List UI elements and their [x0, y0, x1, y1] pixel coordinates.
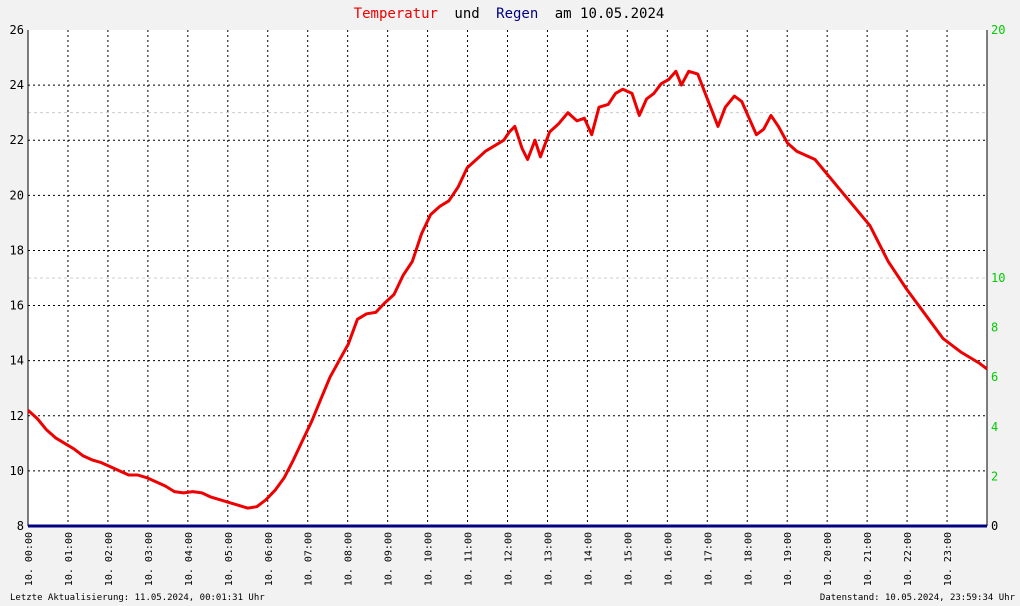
- data-status-text: Datenstand: 10.05.2024, 23:59:34 Uhr: [820, 593, 1016, 603]
- x-tick-label: 10. 12:00: [504, 532, 515, 586]
- x-tick-label: 10. 22:00: [903, 532, 914, 586]
- last-update-text: Letzte Aktualisierung: 11.05.2024, 00:01…: [10, 593, 265, 603]
- x-tick-label: 10. 06:00: [264, 532, 275, 586]
- left-tick-label: 22: [10, 133, 24, 147]
- x-tick-label: 10. 03:00: [144, 532, 155, 586]
- right-tick-label: 20: [991, 23, 1005, 37]
- x-tick-label: 10. 05:00: [224, 532, 235, 586]
- x-tick-label: 10. 20:00: [823, 532, 834, 586]
- chart-title: Temperatur und Regen am 10.05.2024: [354, 6, 665, 22]
- left-tick-label: 18: [10, 243, 24, 257]
- x-tick-label: 10. 15:00: [623, 532, 634, 586]
- right-tick-label: 0: [991, 519, 998, 533]
- x-tick-label: 10. 02:00: [104, 532, 115, 586]
- grid: [28, 30, 987, 526]
- x-tick-label: 10. 14:00: [583, 532, 594, 586]
- left-tick-label: 10: [10, 464, 24, 478]
- right-tick-label: 4: [991, 420, 998, 434]
- x-tick-label: 10. 18:00: [743, 532, 754, 586]
- temperature-series-line: [27, 69, 988, 510]
- x-tick-label: 10. 10:00: [424, 532, 435, 586]
- left-tick-label: 14: [10, 354, 24, 368]
- right-tick-label: 2: [991, 469, 998, 483]
- title-und: und: [454, 6, 479, 22]
- x-tick-label: 10. 19:00: [783, 532, 794, 586]
- left-tick-label: 8: [17, 519, 24, 533]
- x-tick-label: 10. 09:00: [384, 532, 395, 586]
- x-tick-label: 10. 07:00: [304, 532, 315, 586]
- title-temperature: Temperatur: [354, 6, 438, 22]
- x-tick-label: 10. 13:00: [543, 532, 554, 586]
- right-tick-label: 10: [991, 271, 1005, 285]
- right-tick-label: 6: [991, 370, 998, 384]
- right-tick-label: 8: [991, 321, 998, 335]
- x-tick-label: 10. 08:00: [344, 532, 355, 586]
- data-lines: [27, 69, 988, 528]
- x-tick-label: 10. 23:00: [943, 532, 954, 586]
- x-tick-label: 10. 17:00: [703, 532, 714, 586]
- left-tick-label: 16: [10, 299, 24, 313]
- left-tick-label: 26: [10, 23, 24, 37]
- left-tick-label: 24: [10, 78, 24, 92]
- x-tick-label: 10. 00:00: [24, 532, 35, 586]
- title-date: am 10.05.2024: [555, 6, 665, 22]
- x-tick-label: 10. 21:00: [863, 532, 874, 586]
- left-tick-label: 12: [10, 409, 24, 423]
- x-tick-label: 10. 11:00: [464, 532, 475, 586]
- left-tick-label: 20: [10, 188, 24, 202]
- x-tick-label: 10. 16:00: [663, 532, 674, 586]
- x-tick-label: 10. 04:00: [184, 532, 195, 586]
- x-tick-label: 10. 01:00: [64, 532, 75, 586]
- title-regen: Regen: [496, 6, 538, 22]
